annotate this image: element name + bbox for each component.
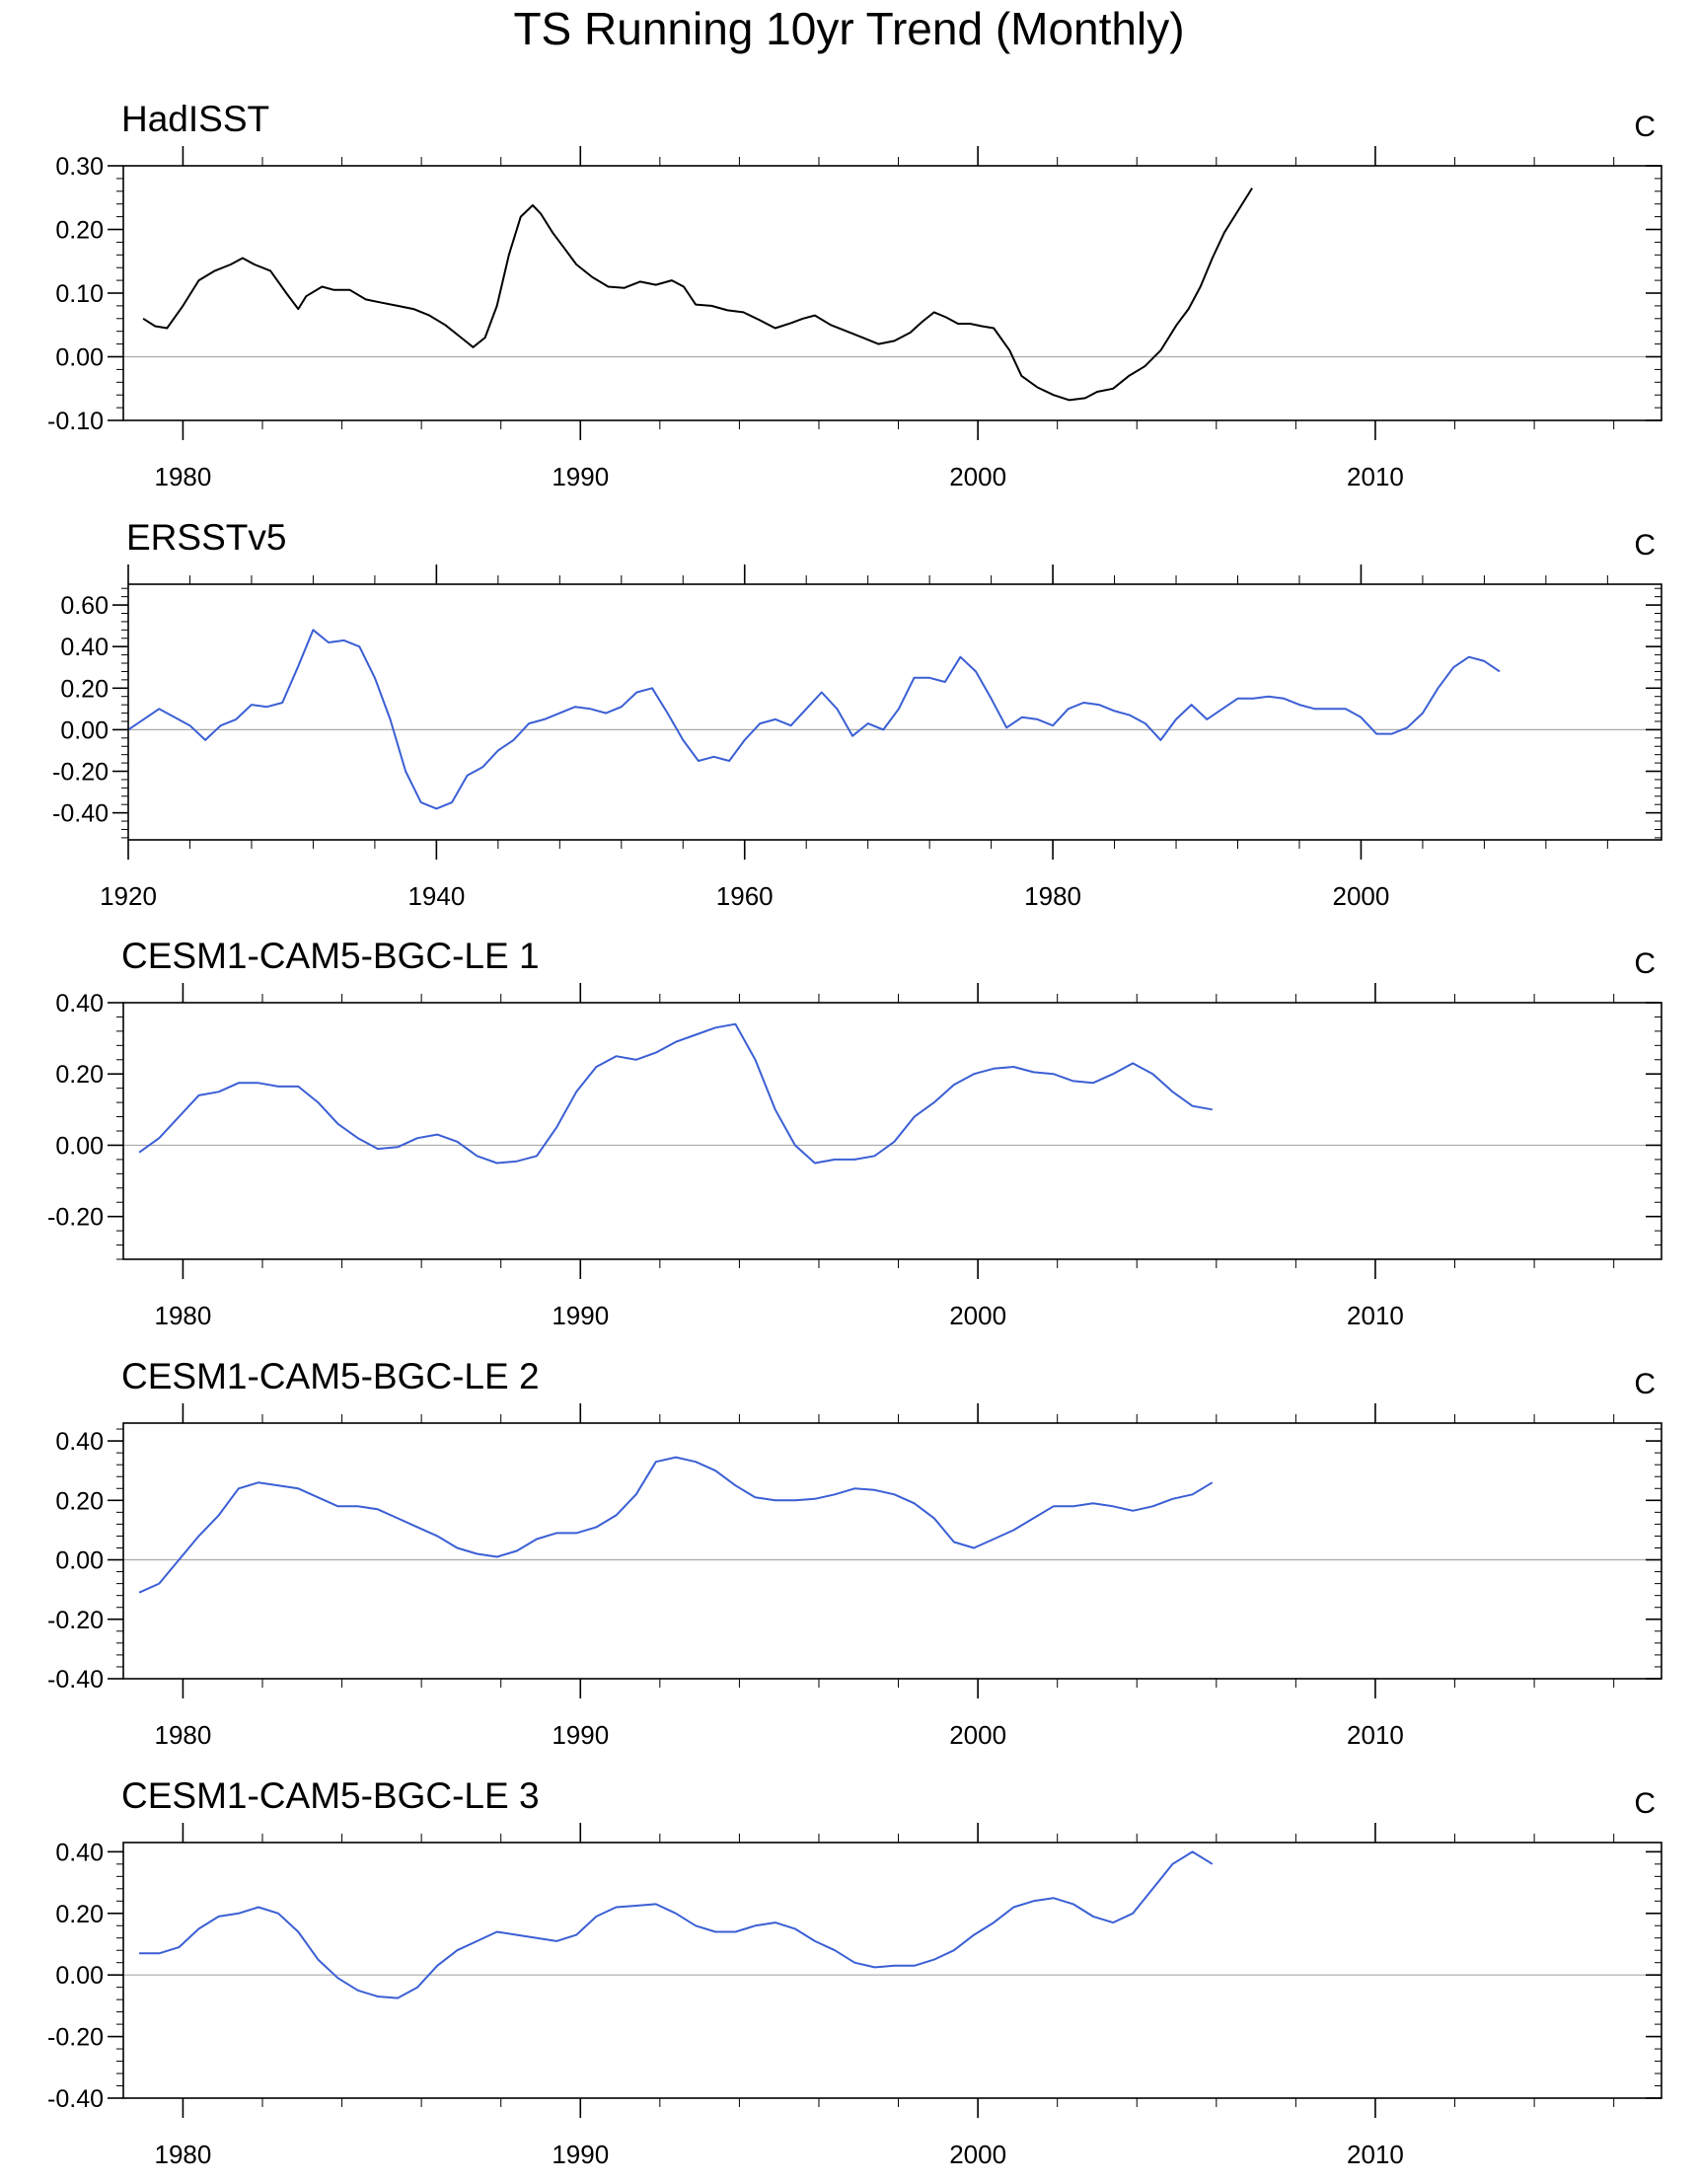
series-line — [138, 1456, 1214, 1594]
series-line — [138, 1022, 1213, 1165]
plot-frame — [122, 165, 1662, 421]
plot-frame — [122, 1422, 1662, 1680]
x-tick-label: 2010 — [1347, 462, 1404, 491]
x-tick-label: 1990 — [552, 462, 609, 491]
y-tick-label: -0.40 — [47, 2085, 104, 2113]
y-tick-label: 0.20 — [55, 217, 104, 245]
y-tick-label: 0.00 — [55, 1962, 104, 1990]
y-tick-label: 0.20 — [55, 1061, 104, 1089]
panel-5: CESM1-CAM5-BGC-LE 3 C -0.40 -0.20 0.00 0.20 0.… — [47, 1775, 1662, 2169]
panel-units: C — [1634, 1787, 1656, 1820]
x-tick-label: 2000 — [949, 2140, 1006, 2169]
y-tick-label: -0.20 — [47, 2024, 104, 2052]
x-tick-label: 1980 — [155, 2140, 212, 2169]
y-tick-label: 0.60 — [60, 592, 109, 620]
x-tick-label: 1990 — [552, 1301, 609, 1330]
panel-4: CESM1-CAM5-BGC-LE 2 C -0.40 -0.20 0.00 0.20 0.… — [47, 1356, 1662, 1750]
panel-units: C — [1634, 111, 1656, 143]
series-line — [139, 1850, 1214, 1999]
x-tick-label: 1980 — [155, 462, 212, 491]
y-tick-label: 0.00 — [55, 1547, 104, 1575]
panel-2: ERSSTv5 C -0.40 -0.20 0.00 0.20 0.40 0.60 1920 19… — [52, 517, 1662, 911]
y-tick-label: 0.40 — [55, 1428, 104, 1456]
y-tick-label: 0.40 — [55, 1839, 104, 1866]
y-tick-label: -0.40 — [52, 800, 109, 828]
figure-title: TS Running 10yr Trend (Monthly) — [513, 3, 1185, 54]
y-tick-label: -0.10 — [47, 408, 104, 435]
panel-1: HadISST C -0.10 0.00 0.10 0.20 0.30 1980 1990 200… — [47, 99, 1662, 491]
y-tick-label: 0.00 — [60, 716, 109, 744]
panel-units: C — [1634, 1368, 1656, 1400]
plot-frame — [122, 1002, 1662, 1260]
x-tick-label: 1960 — [716, 881, 774, 911]
panel-title: ERSSTv5 — [126, 517, 286, 558]
panel-title: CESM1-CAM5-BGC-LE 1 — [121, 936, 540, 976]
x-tick-label: 2010 — [1347, 1720, 1404, 1750]
y-tick-label: 0.40 — [55, 990, 104, 1017]
y-tick-label: 0.00 — [55, 344, 104, 372]
x-tick-label: 2000 — [949, 1301, 1006, 1330]
x-tick-label: 1980 — [1024, 881, 1081, 911]
x-tick-label: 2010 — [1347, 2140, 1404, 2169]
y-tick-label: 0.20 — [55, 1487, 104, 1515]
y-tick-label: 0.40 — [60, 634, 109, 661]
panel-units: C — [1634, 529, 1656, 562]
x-tick-label: 2000 — [949, 1720, 1006, 1750]
series-line — [127, 629, 1501, 810]
x-tick-label: 1940 — [407, 881, 465, 911]
x-tick-label: 1980 — [155, 1301, 212, 1330]
plot-frame — [127, 583, 1662, 841]
x-tick-label: 1990 — [552, 2140, 609, 2169]
plot-frame — [122, 1842, 1662, 2099]
y-tick-label: 0.20 — [55, 1901, 104, 1928]
x-tick-label: 1980 — [155, 1720, 212, 1750]
y-tick-label: 0.00 — [55, 1132, 104, 1160]
y-tick-label: -0.20 — [52, 759, 109, 787]
y-tick-label: -0.20 — [47, 1607, 104, 1634]
panel-3: CESM1-CAM5-BGC-LE 1 C -0.20 0.00 0.20 0.40 198… — [47, 936, 1662, 1330]
y-tick-label: 0.20 — [60, 675, 109, 703]
y-tick-label: -0.40 — [47, 1666, 104, 1694]
panel-title: HadISST — [121, 99, 269, 139]
panel-title: CESM1-CAM5-BGC-LE 3 — [121, 1775, 540, 1816]
y-tick-label: -0.20 — [47, 1204, 104, 1232]
x-tick-label: 1990 — [552, 1720, 609, 1750]
x-tick-label: 2000 — [1333, 881, 1390, 911]
series-line — [142, 188, 1253, 402]
x-tick-label: 1920 — [100, 881, 157, 911]
x-tick-label: 2010 — [1347, 1301, 1404, 1330]
x-tick-label: 2000 — [949, 462, 1006, 491]
y-tick-label: 0.30 — [55, 153, 104, 181]
panel-units: C — [1634, 947, 1656, 980]
y-tick-label: 0.10 — [55, 280, 104, 308]
panel-title: CESM1-CAM5-BGC-LE 2 — [121, 1356, 540, 1396]
